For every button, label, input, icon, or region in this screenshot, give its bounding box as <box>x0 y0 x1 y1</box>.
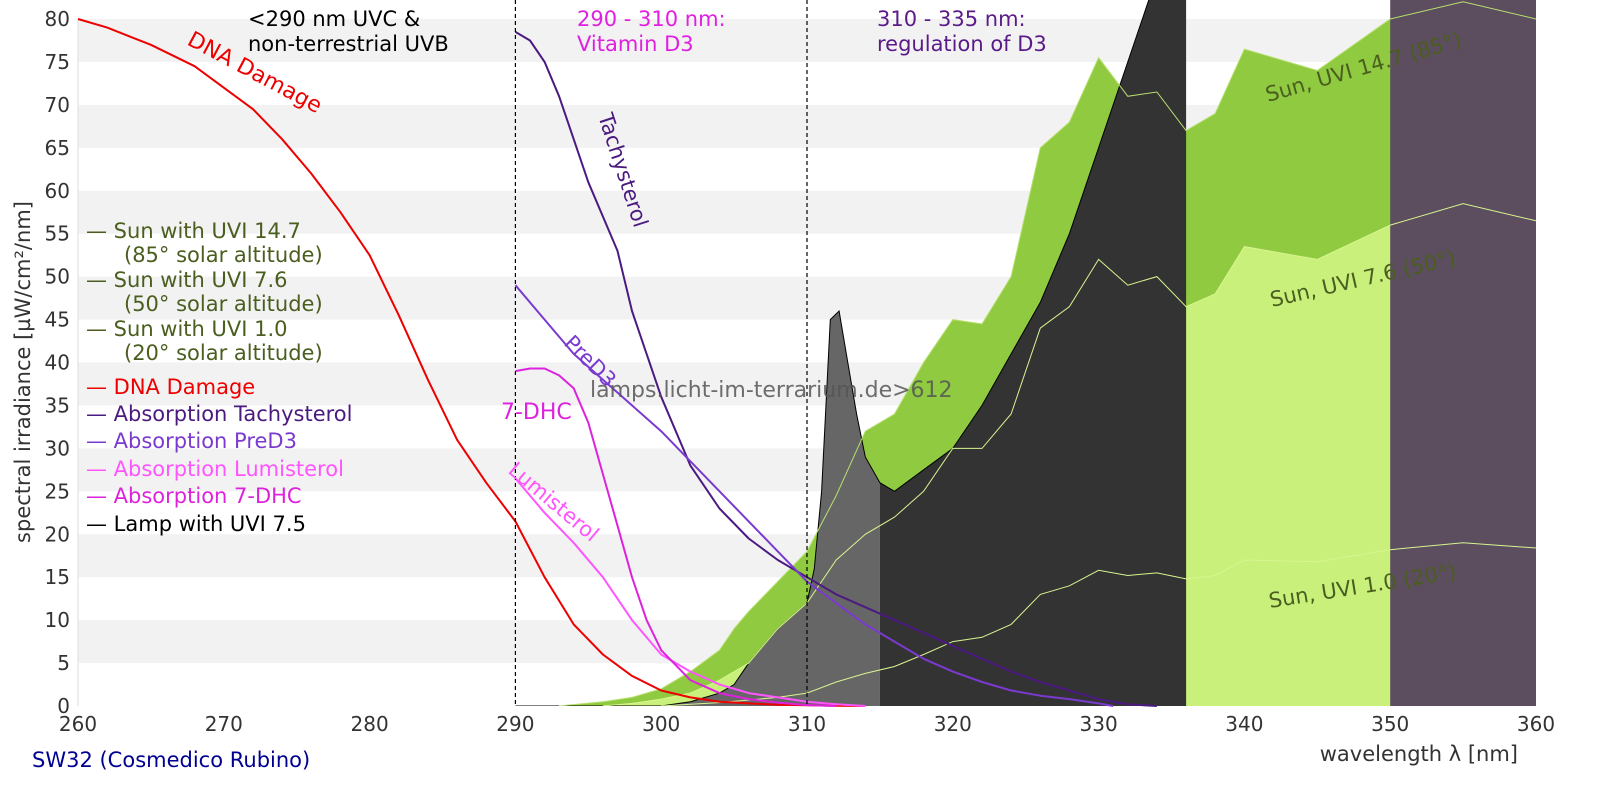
region-label-d3-line2: Vitamin D3 <box>577 32 694 56</box>
curve-absorption-pred3 <box>514 284 1114 707</box>
curve-dna-damage <box>77 18 866 707</box>
y-axis-label: spectral irradiance [µW/cm²/nm] <box>11 201 35 543</box>
legend-item: — Absorption Lumisterol <box>86 457 344 481</box>
region-label-d3-line1: 290 - 310 nm: <box>577 7 726 31</box>
watermark: lamps.licht-im-terrarium.de>612 <box>590 378 953 403</box>
region-label-uvc-line1: <290 nm UVC & <box>248 7 420 31</box>
x-tick-label: 290 <box>496 712 534 736</box>
x-tick-label: 330 <box>1080 712 1118 736</box>
x-tick-label: 280 <box>351 712 389 736</box>
curve-absorption-tachysterol <box>514 31 1157 707</box>
legend-item: — Sun with UVI 1.0 <box>86 317 288 341</box>
x-tick-label: 310 <box>788 712 826 736</box>
x-tick-label: 260 <box>59 712 97 736</box>
x-tick-label: 350 <box>1371 712 1409 736</box>
y-tick-label: 25 <box>45 479 70 503</box>
y-tick-label: 20 <box>45 522 70 546</box>
y-tick-label: 80 <box>45 7 70 31</box>
legend-item: (20° solar altitude) <box>124 341 323 365</box>
y-tick-label: 65 <box>45 136 70 160</box>
y-tick-label: 50 <box>45 265 70 289</box>
legend-item: — Absorption PreD3 <box>86 429 297 453</box>
y-tick-label: 15 <box>45 565 70 589</box>
legend: — Sun with UVI 14.7 (85° solar altitude)… <box>86 219 352 536</box>
7-dhc-label: 7-DHC <box>501 400 572 425</box>
lamp-name: SW32 (Cosmedico Rubino) <box>32 748 310 772</box>
y-tick-label: 5 <box>57 651 70 675</box>
x-tick-label: 270 <box>205 712 243 736</box>
legend-item: (85° solar altitude) <box>124 243 323 267</box>
x-axis-label: wavelength λ [nm] <box>1320 742 1518 766</box>
legend-item: — Sun with UVI 7.6 <box>86 268 288 292</box>
lamp-outline <box>515 0 1150 706</box>
legend-item: — Absorption 7-DHC <box>86 484 302 508</box>
y-tick-label: 30 <box>45 436 70 460</box>
lamp-uva-area <box>879 0 1187 706</box>
legend-item: — Sun with UVI 14.7 <box>86 219 301 243</box>
uva-band <box>1390 0 1536 706</box>
legend-item: — DNA Damage <box>86 375 255 399</box>
y-tick-label: 45 <box>45 308 70 332</box>
sun-line <box>559 1 1536 706</box>
legend-item: (50° solar altitude) <box>124 292 323 316</box>
y-tick-label: 75 <box>45 50 70 74</box>
y-tick-label: 10 <box>45 608 70 632</box>
legend-item: — Lamp with UVI 7.5 <box>86 512 306 536</box>
sun-line <box>602 203 1536 706</box>
y-tick-label: 0 <box>57 694 70 718</box>
area-fills <box>515 0 1536 706</box>
y-tick-label: 70 <box>45 93 70 117</box>
region-markers <box>514 0 808 706</box>
x-tick-label: 360 <box>1517 712 1555 736</box>
region-label-reg-line1: 310 - 335 nm: <box>877 7 1026 31</box>
y-tick-label: 35 <box>45 393 70 417</box>
axis-ticks: 0 5 10 15 20 25 30 35 40 45 50 55 60 65 70 75 80 260 270 28… <box>45 7 1556 736</box>
x-tick-label: 320 <box>934 712 972 736</box>
region-label-uvc-line2: non-terrestrial UVB <box>248 32 449 56</box>
grid-band <box>78 19 1536 62</box>
legend-item: — Absorption Tachysterol <box>86 402 352 426</box>
x-tick-label: 340 <box>1225 712 1263 736</box>
x-tick-label: 300 <box>642 712 680 736</box>
y-tick-label: 40 <box>45 351 70 375</box>
region-label-reg-line2: regulation of D3 <box>877 32 1047 56</box>
absorption-curves <box>77 18 1157 707</box>
lamp-uvb-area <box>515 311 880 706</box>
y-tick-label: 60 <box>45 179 70 203</box>
curve-absorption-7-dhc <box>515 367 837 707</box>
y-tick-label: 55 <box>45 222 70 246</box>
